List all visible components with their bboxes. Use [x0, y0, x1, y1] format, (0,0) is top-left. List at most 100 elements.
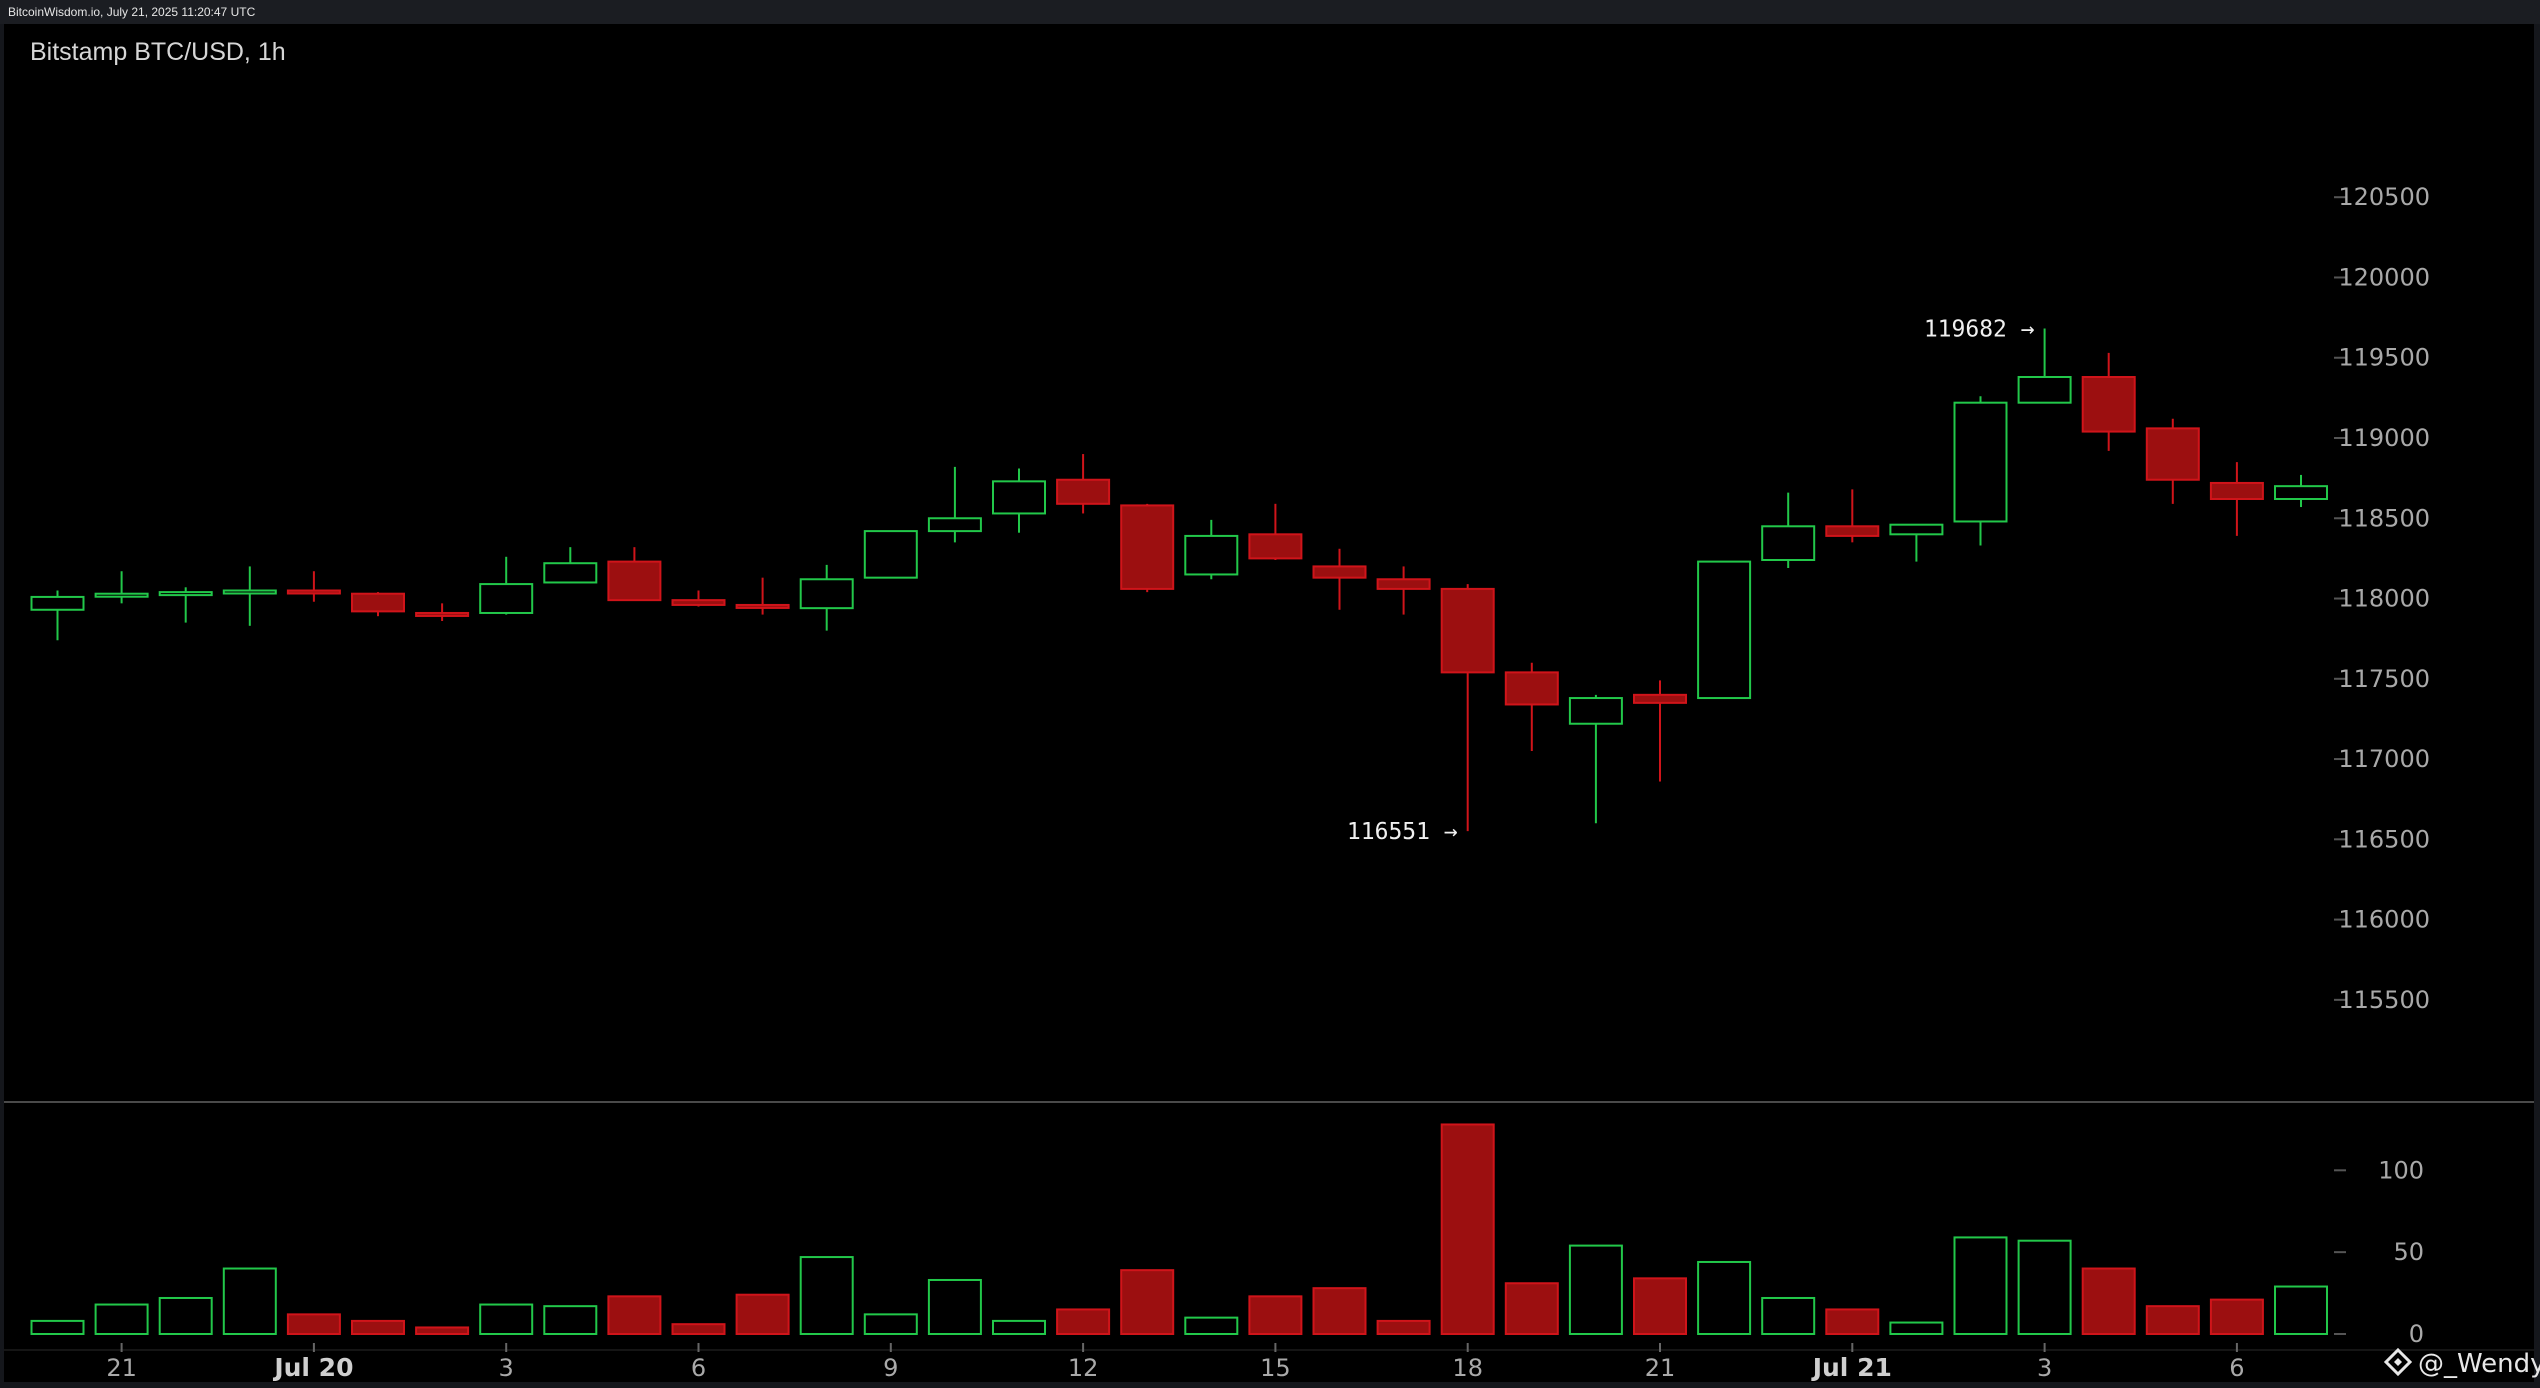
price-tick-label: 115500	[2338, 986, 2430, 1014]
candle-body	[1504, 671, 1559, 706]
volume-bar	[1504, 1282, 1559, 1336]
candle	[1633, 680, 1687, 782]
candles	[30, 328, 2328, 832]
watermark-text: @_Wendy	[2418, 1349, 2540, 1379]
candle	[543, 547, 598, 584]
candle	[158, 587, 213, 623]
price-tick-label: 118500	[2338, 504, 2430, 532]
candle	[1248, 503, 1303, 560]
candle	[607, 547, 662, 602]
candle-body	[1761, 525, 1816, 562]
volume-bar	[1889, 1321, 1944, 1336]
candle	[1697, 560, 1752, 700]
price-tick-label: 116000	[2338, 906, 2430, 934]
candle-body	[863, 530, 918, 579]
volume-bar	[158, 1296, 213, 1335]
time-tick-label: Jul 20	[272, 1353, 353, 1382]
candle-body	[1312, 565, 1367, 579]
volume-bar	[799, 1256, 854, 1336]
volume-bar	[1056, 1308, 1111, 1335]
candle	[927, 466, 982, 543]
volume-bar	[2274, 1285, 2328, 1335]
candle	[1889, 523, 1944, 562]
candle	[1312, 548, 1367, 610]
volume-bar	[2209, 1298, 2264, 1336]
price-tick-label: 119000	[2338, 424, 2430, 452]
candle	[735, 577, 790, 615]
candle	[1825, 489, 1880, 543]
candle-body	[286, 589, 341, 595]
candle-body	[992, 480, 1046, 515]
candle	[992, 468, 1046, 533]
time-tick-label: 3	[2037, 1354, 2052, 1382]
watermark: @_Wendy	[2383, 1347, 2540, 1379]
candle	[1568, 694, 1623, 824]
volume-bar	[2017, 1239, 2072, 1336]
time-tick-label: 6	[691, 1354, 706, 1382]
time-tick-label: 9	[883, 1354, 898, 1382]
candle-body	[607, 560, 662, 602]
candle-body	[735, 603, 790, 609]
volume-bar	[1376, 1319, 1431, 1336]
volume-bar	[1440, 1123, 1495, 1335]
time-tick-label: 12	[1068, 1354, 1099, 1382]
price-axis: 120500 120000 119500 119000 118500 118000 1175…	[2334, 183, 2430, 1014]
candle-body	[2145, 427, 2200, 481]
volume-bar	[351, 1319, 405, 1336]
candle	[799, 564, 854, 631]
chart-background	[4, 24, 2534, 1382]
candle	[30, 590, 85, 641]
candle	[1120, 503, 1175, 593]
volume-bar	[1184, 1316, 1239, 1336]
volume-bar	[863, 1313, 918, 1335]
volume-tick-label: 0	[2409, 1320, 2424, 1348]
candle-body	[1120, 504, 1175, 590]
candle-body	[2017, 376, 2072, 404]
price-annotation: 119682 →	[1924, 317, 2035, 343]
volume-bar	[1248, 1295, 1303, 1335]
candle	[222, 566, 277, 626]
volume-tick-label: 100	[2378, 1156, 2424, 1184]
volume-bar	[1568, 1244, 1623, 1336]
candle-body	[2274, 485, 2328, 501]
volume-bar	[222, 1267, 277, 1336]
candle-body	[158, 591, 213, 597]
volume-bar	[1312, 1287, 1367, 1335]
time-tick-label: 6	[2229, 1354, 2244, 1382]
candle	[94, 571, 149, 604]
candle	[1953, 396, 2008, 546]
candle	[1440, 584, 1495, 832]
candle-body	[1056, 478, 1111, 505]
volume-axis: 100 50 0	[2334, 1156, 2424, 1348]
diamond-logo-icon	[2383, 1347, 2413, 1377]
candle-body	[927, 517, 982, 533]
candle-body	[30, 595, 85, 611]
volume-bar	[1953, 1236, 2008, 1335]
price-annotation: 116551 →	[1347, 819, 1458, 845]
volume-bar	[30, 1319, 85, 1336]
candle-body	[1568, 697, 1623, 725]
time-tick-label: 3	[499, 1354, 514, 1382]
candle	[2274, 474, 2328, 508]
candle-body	[2209, 481, 2264, 500]
volume-tick-label: 50	[2393, 1238, 2424, 1266]
candle-body	[799, 578, 854, 610]
candle-body	[351, 592, 405, 613]
time-axis: 21 Jul 20 3 6 9 12 15 18 21 Jul 21 3 6	[106, 1343, 2245, 1382]
volume-bar	[992, 1319, 1046, 1336]
volume-bar	[927, 1278, 982, 1336]
candle	[1184, 519, 1239, 580]
volume-bar	[1825, 1308, 1880, 1335]
volume-bar	[1697, 1260, 1752, 1336]
candle-body	[2081, 376, 2136, 433]
volume-bar	[286, 1313, 341, 1335]
volume-bar	[543, 1305, 598, 1336]
candle	[2017, 328, 2072, 404]
candle	[671, 590, 726, 607]
candle	[1761, 492, 1816, 569]
price-tick-label: 118000	[2338, 585, 2430, 613]
candle-body	[671, 599, 726, 606]
volume-bar	[415, 1326, 470, 1336]
volume-bar	[735, 1293, 790, 1336]
